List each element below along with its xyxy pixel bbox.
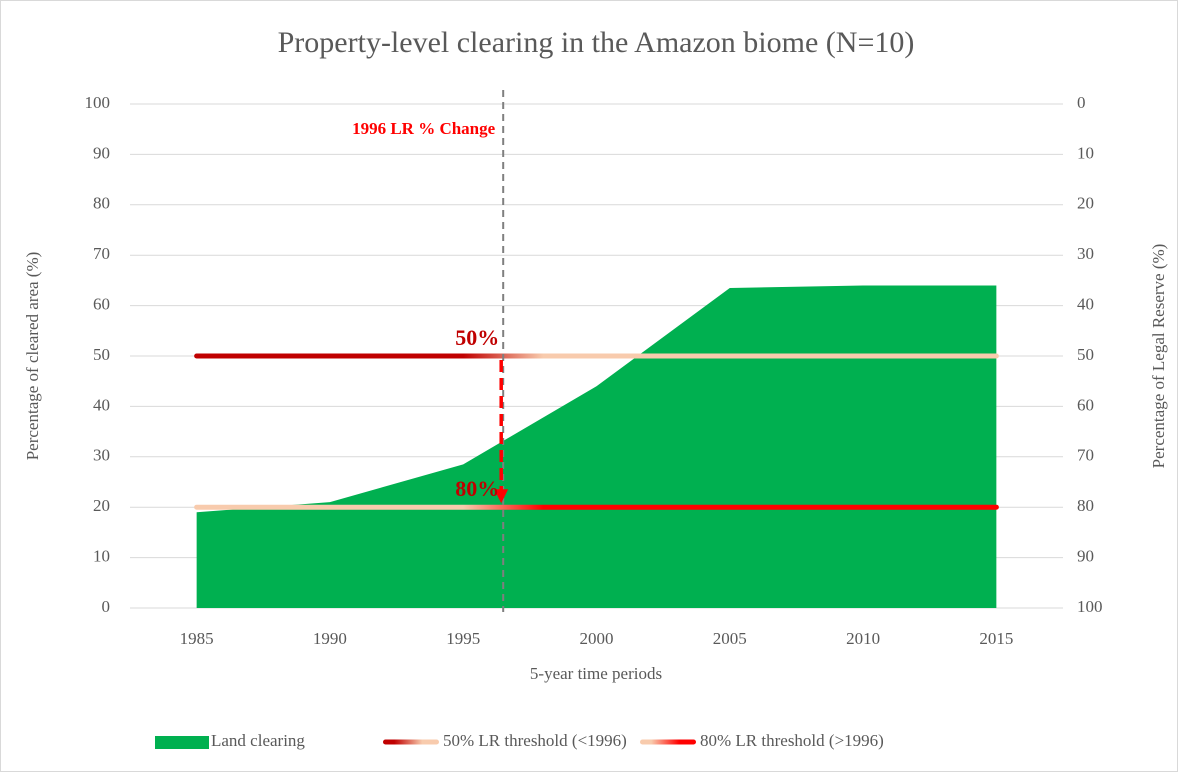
annotation: 50% <box>455 325 499 350</box>
annotation: 1996 LR % Change <box>352 119 496 138</box>
y2-tick-label: 60 <box>1077 395 1094 414</box>
y-tick-label: 20 <box>93 496 110 515</box>
x-tick-label: 2005 <box>713 629 747 648</box>
y-tick-label: 80 <box>93 194 110 213</box>
y-tick-label: 60 <box>93 295 110 314</box>
y-tick-label: 90 <box>93 143 110 162</box>
y2-axis-title: Percentage of Legal Reserve (%) <box>1149 244 1168 469</box>
y2-tick-label: 10 <box>1077 143 1094 162</box>
y2-tick-label: 40 <box>1077 295 1094 314</box>
chart-title: Property-level clearing in the Amazon bi… <box>278 26 915 59</box>
legend-label: Land clearing <box>211 731 305 750</box>
legend-swatch <box>640 739 696 745</box>
y2-tick-label: 80 <box>1077 496 1094 515</box>
arrow-head <box>494 489 509 504</box>
x-tick-label: 1990 <box>313 629 347 648</box>
y2-tick-label: 50 <box>1077 345 1094 364</box>
legend-swatch <box>383 739 439 745</box>
area <box>196 285 997 608</box>
x-axis-title: 5-year time periods <box>530 664 662 683</box>
legend-label: 80% LR threshold (>1996) <box>700 731 884 750</box>
y2-tick-label: 0 <box>1077 93 1086 112</box>
x-tick-label: 2010 <box>846 629 880 648</box>
y-tick-label: 40 <box>93 395 110 414</box>
x-tick-label: 2015 <box>979 629 1013 648</box>
x-tick-label: 1995 <box>446 629 480 648</box>
y-tick-label: 70 <box>93 244 110 263</box>
marks <box>194 285 999 608</box>
y-tick-label: 0 <box>102 597 111 616</box>
y2-tick-label: 30 <box>1077 244 1094 263</box>
legend-swatch <box>155 736 209 749</box>
y-tick-label: 100 <box>85 93 111 112</box>
y-tick-label: 30 <box>93 446 110 465</box>
y-axis-title: Percentage of cleared area (%) <box>23 252 42 461</box>
annotation: 80% <box>455 476 499 501</box>
y2-tick-label: 100 <box>1077 597 1103 616</box>
legend-label: 50% LR threshold (<1996) <box>443 731 627 750</box>
annotations <box>494 90 509 612</box>
y-tick-label: 10 <box>93 547 110 566</box>
y2-tick-label: 70 <box>1077 446 1094 465</box>
x-tick-label: 1985 <box>180 629 214 648</box>
y2-tick-label: 90 <box>1077 547 1094 566</box>
x-tick-label: 2000 <box>580 629 614 648</box>
y-tick-label: 50 <box>93 345 110 364</box>
y2-tick-label: 20 <box>1077 194 1094 213</box>
